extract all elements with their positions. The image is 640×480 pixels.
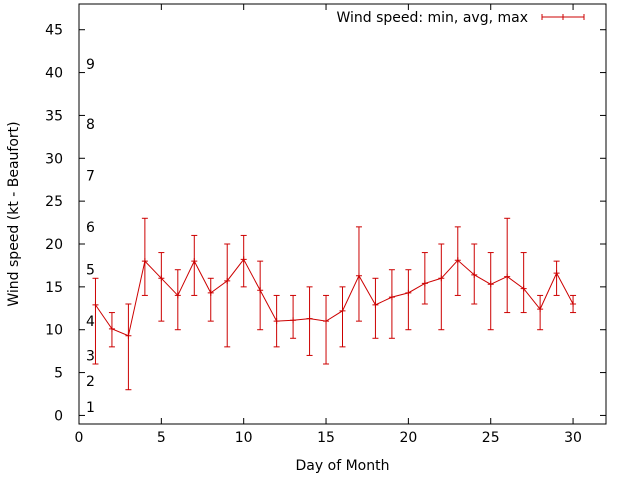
y-tick-label: 25: [45, 194, 63, 210]
avg-point: [92, 301, 99, 308]
error-bar: [339, 286, 346, 348]
beaufort-label: 1: [86, 400, 95, 416]
error-bar: [207, 277, 214, 322]
avg-point: [108, 325, 115, 332]
avg-point: [174, 292, 181, 299]
error-bar: [388, 269, 395, 339]
avg-point: [372, 301, 379, 308]
error-bar: [191, 234, 198, 296]
beaufort-scale: 1 2 3 4 5 6 7 8 9: [86, 57, 95, 416]
avg-line: [95, 258, 574, 337]
x-tick-label: 10: [235, 430, 253, 446]
error-bar: [553, 260, 560, 296]
avg-point: [141, 258, 148, 265]
avg-point: [520, 285, 527, 292]
avg-point: [273, 318, 280, 325]
avg-point: [553, 270, 560, 277]
error-bar: [520, 252, 527, 314]
x-tick-label: 5: [157, 430, 166, 446]
x-tick-label: 15: [317, 430, 335, 446]
error-bar: [421, 252, 428, 305]
x-axis-label: Day of Month: [296, 458, 390, 474]
y-tick-label: 0: [54, 408, 63, 424]
y-tick-label: 15: [45, 280, 63, 296]
beaufort-label: 4: [86, 314, 95, 330]
avg-point: [504, 273, 511, 280]
error-bar: [487, 252, 494, 331]
avg-point: [388, 294, 395, 301]
y-tick-label: 20: [45, 237, 63, 253]
avg-point: [158, 275, 165, 282]
avg-point: [257, 287, 264, 294]
y-axis-label: Wind speed (kt - Beaufort): [6, 121, 22, 306]
x-tick-label: 25: [482, 430, 500, 446]
y-tick-label: 10: [45, 323, 63, 339]
error-bar: [323, 294, 330, 365]
avg-point: [471, 271, 478, 278]
x-tick-label: 0: [75, 430, 84, 446]
avg-point: [405, 289, 412, 296]
beaufort-label: 9: [86, 57, 95, 73]
error-bar: [504, 217, 511, 314]
avg-point: [191, 258, 198, 265]
x-tick-label: 30: [564, 430, 582, 446]
avg-point: [355, 272, 362, 279]
avg-point: [438, 275, 445, 282]
avg-point: [224, 277, 231, 284]
avg-point: [240, 256, 247, 263]
avg-point: [207, 289, 214, 296]
avg-point: [306, 315, 313, 322]
beaufort-label: 8: [86, 117, 95, 133]
error-bar: [141, 217, 148, 296]
avg-point: [290, 317, 297, 324]
avg-point: [537, 306, 544, 313]
error-bar: [257, 260, 264, 331]
beaufort-label: 3: [86, 348, 95, 364]
error-bar: [224, 243, 231, 348]
error-bar: [174, 269, 181, 331]
avg-point: [125, 332, 132, 339]
beaufort-label: 6: [86, 220, 95, 236]
avg-point: [570, 301, 577, 307]
error-bar: [92, 277, 99, 365]
avg-point: [421, 280, 428, 287]
error-bar: [405, 269, 412, 331]
error-bar: [372, 277, 379, 339]
y-tick-label: 5: [54, 366, 63, 382]
error-bar: [158, 252, 165, 322]
error-bar: [125, 303, 132, 391]
avg-point: [454, 257, 461, 264]
y-tick-label: 35: [45, 108, 63, 124]
x-tick-label: 20: [399, 430, 417, 446]
error-bar: [537, 294, 544, 331]
plot-frame: [78, 3, 607, 425]
y-tick-label: 30: [45, 151, 63, 167]
legend-label: Wind speed: min, avg, max: [336, 10, 528, 26]
avg-point: [487, 281, 494, 288]
error-bar: [290, 294, 297, 339]
avg-point: [339, 307, 346, 314]
beaufort-label: 5: [86, 263, 95, 279]
legend: Wind speed: min, avg, max: [336, 10, 585, 26]
series-layer: [92, 217, 577, 391]
beaufort-label: 2: [86, 374, 95, 390]
beaufort-label: 7: [86, 168, 95, 184]
avg-point: [323, 318, 330, 325]
y-tick-label: 40: [45, 66, 63, 82]
error-bar: [438, 243, 445, 331]
y-tick-label: 45: [45, 23, 63, 39]
